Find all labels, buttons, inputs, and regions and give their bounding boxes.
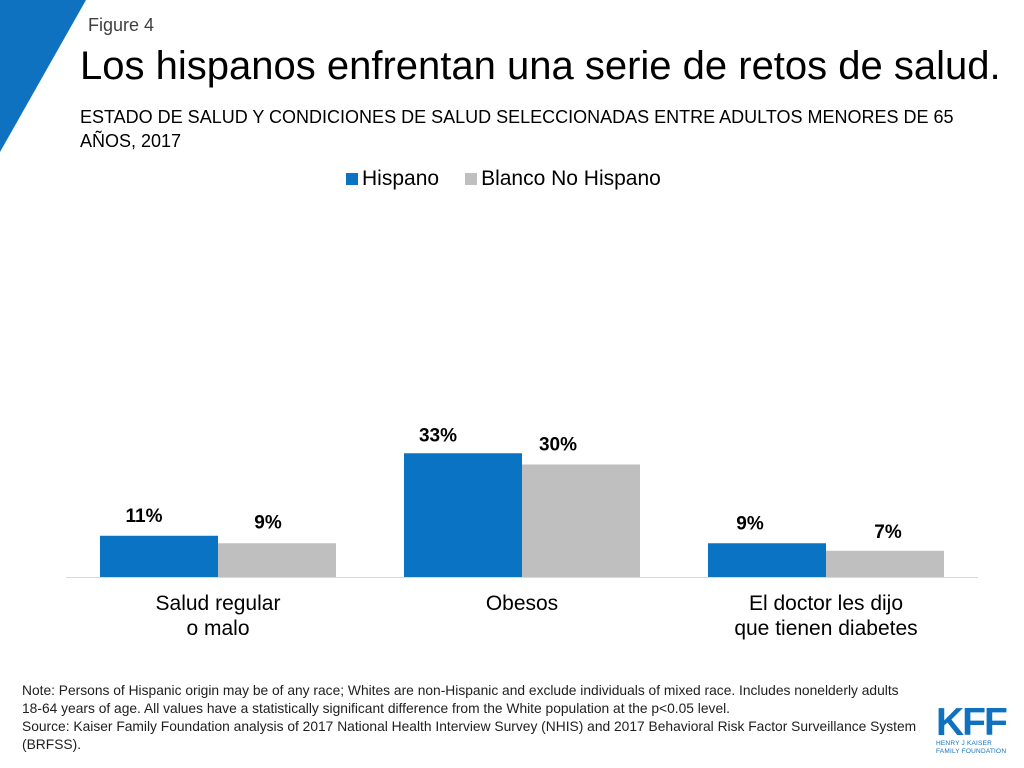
figure-label: Figure 4 — [88, 15, 155, 35]
data-label-hispano-0: 11% — [126, 506, 163, 527]
footnote: Note: Persons of Hispanic origin may be … — [22, 682, 922, 754]
bar-hispano-2 — [708, 543, 826, 577]
data-label-blanco-0: 9% — [254, 512, 282, 533]
bar-blanco-2 — [826, 550, 944, 577]
legend-swatch-blanco — [465, 173, 478, 185]
category-label-2-line-1: que tienen diabetes — [734, 617, 918, 640]
category-label-0-line-1: o malo — [186, 617, 250, 640]
data-label-hispano-1: 33% — [419, 425, 457, 446]
legend-label-blanco: Blanco No Hispano — [481, 167, 661, 190]
bar-blanco-1 — [522, 464, 640, 577]
legend-label-hispano: Hispano — [362, 167, 440, 190]
bar-hispano-1 — [404, 453, 522, 577]
legend-item-hispano: Hispano — [346, 167, 439, 191]
kff-logo-line1: HENRY J KAISER — [936, 740, 993, 747]
bar-blanco-0 — [218, 543, 336, 577]
data-label-blanco-1: 30% — [539, 435, 577, 456]
corner-accent-triangle — [0, 0, 86, 152]
category-label-1: Obesos — [392, 591, 652, 616]
legend-item-blanco: Blanco No Hispano — [465, 167, 661, 191]
legend-swatch-hispano — [346, 173, 358, 185]
footnote-note: Note: Persons of Hispanic origin may be … — [22, 683, 899, 716]
category-label-0: Salud regular o malo — [88, 591, 348, 641]
bar-chart: 11% 9% 33% 30% 9% 7% — [66, 425, 978, 578]
footnote-source: Source: Kaiser Family Foundation analysi… — [22, 719, 917, 752]
page-title: Los hispanos enfrentan una serie de reto… — [80, 44, 1001, 88]
bar-hispano-0 — [100, 535, 218, 577]
category-label-2: El doctor les dijo que tienen diabetes — [696, 591, 956, 641]
data-label-blanco-2: 7% — [874, 522, 902, 543]
category-label-1-line-0: Obesos — [485, 592, 559, 615]
kff-logo-line2: FAMILY FOUNDATION — [936, 747, 1007, 755]
chart-subtitle: ESTADO DE SALUD Y CONDICIONES DE SALUD S… — [80, 107, 954, 151]
data-label-hispano-2: 9% — [736, 513, 764, 534]
kff-logo: KFF HENRY J KAISER FAMILY FOUNDATION — [936, 701, 1008, 755]
category-label-2-line-0: El doctor les dijo — [748, 592, 904, 615]
chart-legend: Hispano Blanco No Hispano — [346, 167, 687, 191]
kff-logo-mark: KFF — [936, 701, 1008, 744]
category-label-0-line-0: Salud regular — [155, 592, 281, 615]
